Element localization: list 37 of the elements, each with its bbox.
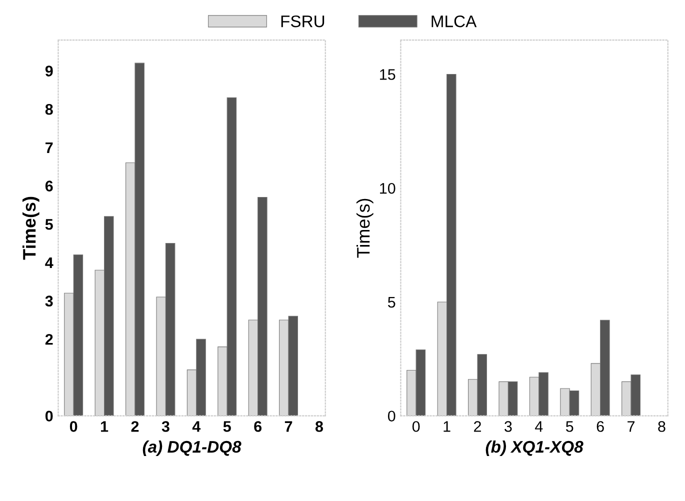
y-tick-label: 4	[45, 257, 54, 268]
y-tick-label: 15	[380, 69, 396, 80]
x-tick-label: 2	[131, 421, 139, 432]
x-tick-label: 0	[412, 421, 420, 432]
x-tick-label: 1	[101, 421, 108, 432]
y-axis-title: Time(s)	[356, 198, 374, 258]
x-tick-label: 0	[70, 421, 78, 432]
y-tick-label: 8	[45, 104, 53, 115]
x-tick-label: 6	[254, 421, 262, 432]
x-tick-label: 8	[315, 421, 324, 432]
x-tick-label: 4	[535, 421, 543, 432]
x-tick-label: 3	[504, 421, 512, 432]
x-tick-label: 3	[162, 421, 170, 432]
x-tick-label: 7	[628, 421, 635, 432]
y-tick-label: 3	[45, 296, 53, 307]
y-tick-label: 2	[45, 334, 53, 345]
y-tick-label: 7	[46, 142, 53, 153]
x-tick-label: 5	[566, 421, 574, 432]
x-tick-label: 7	[284, 421, 292, 432]
y-tick-label: 5	[45, 219, 53, 230]
x-axis-title: (b) XQ1-XQ8	[486, 440, 584, 456]
legend-label: FSRU	[281, 15, 324, 28]
x-tick-label: 4	[192, 421, 201, 432]
y-tick-label: 10	[380, 182, 396, 194]
y-tick-label: 0	[45, 410, 53, 422]
x-axis-title: (a) DQ1-DQ8	[142, 440, 242, 456]
x-tick-label: 2	[474, 421, 481, 432]
x-tick-label: 6	[596, 421, 604, 432]
x-tick-label: 8	[658, 421, 666, 432]
y-tick-label: 6	[45, 180, 53, 192]
legend-label: MLCA	[432, 15, 477, 28]
y-tick-label: 9	[45, 66, 53, 76]
y-tick-label: 5	[388, 296, 396, 308]
x-tick-label: 1	[444, 421, 450, 432]
y-tick-label: 0	[388, 410, 396, 422]
y-axis-title: Time(s)	[22, 196, 40, 260]
x-tick-label: 5	[223, 421, 231, 432]
